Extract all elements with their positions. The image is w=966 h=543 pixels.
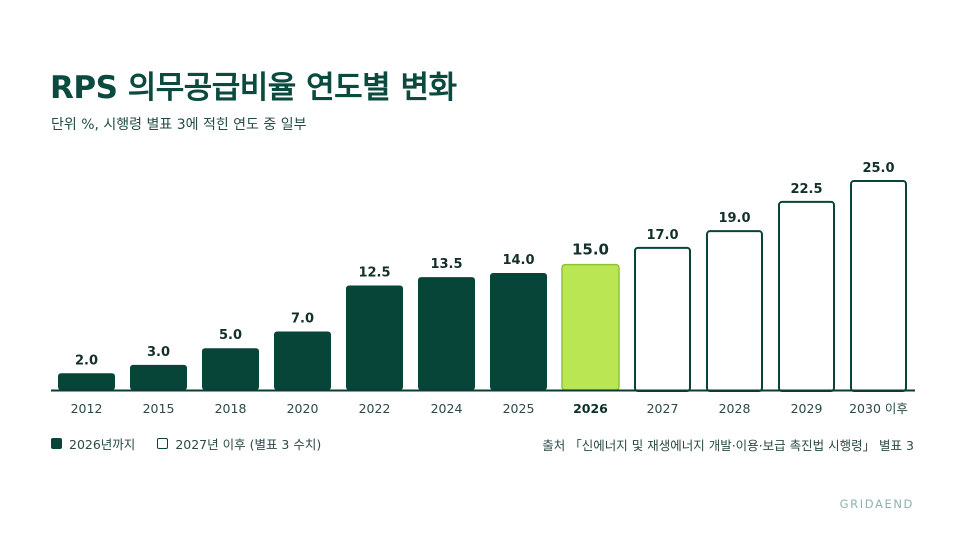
legend-label-from-2027: 2027년 이후 (별표 3 수치) bbox=[175, 437, 322, 452]
data-label-2025: 14.0 bbox=[502, 253, 534, 268]
data-label-2026: 15.0 bbox=[572, 241, 609, 259]
bar-2028 bbox=[706, 230, 763, 392]
legend-swatch-filled bbox=[51, 438, 62, 449]
data-label-2012: 2.0 bbox=[75, 353, 98, 368]
bar-2030-이후 bbox=[850, 180, 907, 392]
data-label-2027: 17.0 bbox=[646, 228, 678, 243]
data-label-2020: 7.0 bbox=[291, 311, 314, 326]
bar-2022 bbox=[346, 285, 403, 390]
source-note: 출처 「신에너지 및 재생에너지 개발·이용·보급 촉진법 시행령」 별표 3 bbox=[542, 438, 914, 453]
data-label-2030-이후: 25.0 bbox=[862, 161, 894, 176]
x-tick-label-2028: 2028 bbox=[719, 401, 751, 416]
bar-2024 bbox=[418, 277, 475, 390]
brand-logo-text: GRIDAEND bbox=[839, 497, 914, 511]
data-label-2022: 12.5 bbox=[358, 266, 390, 281]
x-tick-label-2012: 2012 bbox=[71, 401, 103, 416]
data-label-2029: 22.5 bbox=[790, 182, 822, 197]
chart-legend: 2026년까지 2027년 이후 (별표 3 수치) bbox=[51, 434, 321, 453]
page-title: RPS 의무공급비율 연도별 변화 bbox=[50, 70, 457, 106]
x-tick-label-2027: 2027 bbox=[647, 401, 679, 416]
x-tick-label-2015: 2015 bbox=[143, 401, 175, 416]
bar-2012 bbox=[58, 373, 115, 390]
bar-2026 bbox=[561, 263, 620, 391]
x-tick-label-2026: 2026 bbox=[573, 401, 608, 416]
data-label-2028: 19.0 bbox=[718, 211, 750, 226]
legend-item-until-2026: 2026년까지 bbox=[51, 434, 135, 453]
bar-2025 bbox=[490, 272, 547, 390]
x-tick-label-2024: 2024 bbox=[431, 401, 463, 416]
data-label-2015: 3.0 bbox=[147, 345, 170, 360]
data-label-2024: 13.5 bbox=[430, 257, 462, 272]
bar-2018 bbox=[202, 348, 259, 390]
x-tick-label-2029: 2029 bbox=[791, 401, 823, 416]
bar-2029 bbox=[778, 200, 835, 392]
bar-2015 bbox=[130, 364, 187, 390]
data-label-2018: 5.0 bbox=[219, 328, 242, 343]
legend-item-from-2027: 2027년 이후 (별표 3 수치) bbox=[157, 434, 321, 453]
x-tick-label-2030-이후: 2030 이후 bbox=[849, 401, 908, 416]
bar-2020 bbox=[274, 331, 331, 390]
x-tick-label-2018: 2018 bbox=[215, 401, 247, 416]
chart-subtitle: 단위 %, 시행령 별표 3에 적힌 연도 중 일부 bbox=[51, 117, 307, 133]
x-tick-label-2020: 2020 bbox=[287, 401, 319, 416]
bar-2027 bbox=[634, 246, 691, 392]
x-tick-label-2025: 2025 bbox=[503, 401, 535, 416]
x-tick-label-2022: 2022 bbox=[359, 401, 391, 416]
legend-label-until-2026: 2026년까지 bbox=[69, 437, 136, 452]
legend-swatch-outline bbox=[157, 438, 169, 449]
